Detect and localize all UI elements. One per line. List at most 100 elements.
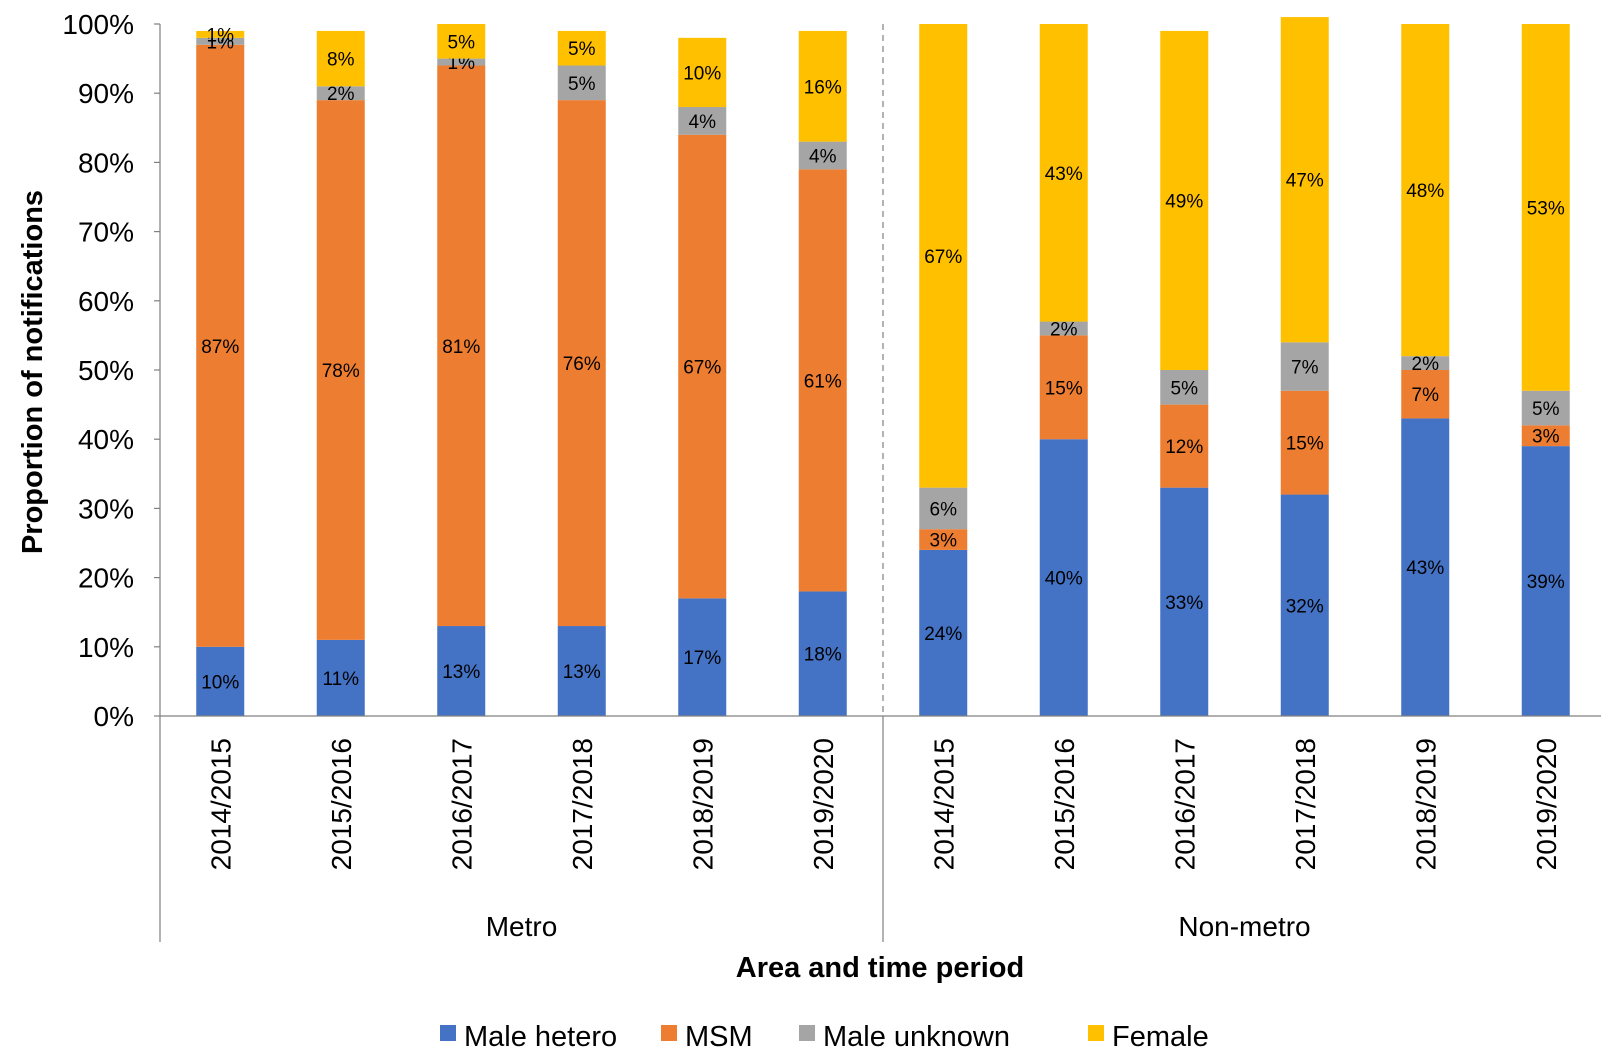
data-label: 24%	[924, 624, 962, 645]
x-axis: 2014/2015 2015/2016 2016/2017 2017/2018 2018…	[159, 24, 1601, 942]
bar-segment	[919, 529, 968, 550]
legend-label: Female	[1112, 1021, 1209, 1050]
data-label: 43%	[1045, 164, 1083, 185]
x-axis-title: Area and time period	[736, 952, 1024, 984]
bar-segment	[1521, 390, 1570, 426]
data-label: 78%	[322, 361, 360, 382]
data-label: 5%	[568, 39, 596, 60]
data-label: 5%	[448, 32, 476, 53]
data-label: 11%	[322, 669, 359, 690]
x-tick-label: 2015/2016	[326, 738, 357, 870]
data-label: 4%	[689, 112, 717, 133]
legend: Male hetero MSM Male unknown Female	[440, 1021, 1209, 1050]
bar-segment	[678, 134, 727, 599]
bar-segment	[1401, 370, 1450, 419]
bar-segment	[798, 141, 847, 170]
bar-segment	[1280, 342, 1329, 391]
bar-segment	[1280, 17, 1329, 343]
bar-segment	[1160, 370, 1209, 405]
data-label: 8%	[327, 50, 355, 71]
data-label: 48%	[1406, 181, 1444, 202]
bar-segment	[316, 30, 365, 87]
y-tick-label: 100%	[62, 9, 134, 40]
bar-segment	[196, 646, 245, 716]
data-label: 2%	[1412, 354, 1440, 375]
data-label: 53%	[1527, 198, 1565, 219]
y-axis: 0% 10% 20% 30% 40% 50% 60% 70% 80% 90% 100%	[62, 9, 161, 732]
x-tick-label: 2017/2018	[1290, 738, 1321, 870]
data-label: 16%	[804, 77, 842, 98]
data-label: 81%	[442, 337, 480, 358]
x-tick-label: 2015/2016	[1049, 738, 1080, 870]
bar-segment	[1039, 439, 1088, 716]
bar-segment	[1521, 24, 1570, 391]
group-label: Metro	[486, 911, 558, 942]
y-tick-label: 70%	[78, 217, 134, 248]
bar-segment	[1160, 404, 1209, 488]
legend-swatch	[440, 1025, 456, 1041]
y-axis-title: Proportion of notifications	[17, 190, 49, 554]
data-label: 5%	[1532, 399, 1560, 420]
bar-segment	[437, 626, 486, 716]
y-tick-label: 30%	[78, 493, 134, 524]
bar-segment	[437, 58, 486, 66]
data-label: 3%	[930, 531, 958, 552]
bar-segment	[1280, 494, 1329, 716]
bar-segment	[316, 639, 365, 716]
data-label: 7%	[1291, 358, 1319, 379]
data-label: 43%	[1406, 558, 1444, 579]
bar-segment	[1039, 321, 1088, 336]
data-label: 15%	[1286, 434, 1324, 455]
bar-segment	[1401, 418, 1450, 716]
bar-segment	[557, 65, 606, 101]
bar-segment	[678, 37, 727, 108]
y-tick-label: 90%	[78, 78, 134, 109]
y-tick-label: 10%	[78, 632, 134, 663]
y-tick-label: 80%	[78, 147, 134, 178]
bar-segment	[196, 30, 245, 38]
data-label: 10%	[683, 63, 721, 84]
bar-segment	[919, 549, 968, 716]
bar-segment	[316, 100, 365, 640]
legend-swatch	[799, 1025, 815, 1041]
data-label: 39%	[1527, 572, 1565, 593]
x-tick-label: 2014/2015	[928, 738, 959, 870]
data-label: 76%	[563, 354, 601, 375]
bar-segment	[1039, 24, 1088, 322]
x-tick-label: 2018/2019	[1410, 738, 1441, 870]
legend-label: Male hetero	[464, 1021, 617, 1050]
x-tick-label: 2014/2015	[205, 738, 236, 870]
bar-segment	[1401, 356, 1450, 370]
bar-segment	[1039, 335, 1088, 440]
bar-segment	[1521, 446, 1570, 716]
data-label: 47%	[1286, 171, 1324, 192]
data-label: 2%	[327, 84, 355, 105]
data-label: 3%	[1532, 427, 1560, 448]
data-label: 13%	[442, 662, 480, 683]
x-tick-label: 2016/2017	[446, 738, 477, 870]
y-tick-label: 50%	[78, 355, 134, 386]
bar-segment	[437, 65, 486, 627]
x-tick-label: 2017/2018	[567, 738, 598, 870]
group-label: Non-metro	[1178, 911, 1310, 942]
bar-segment	[196, 37, 245, 45]
bar-segment	[557, 30, 606, 66]
data-label: 13%	[563, 662, 601, 683]
bar-segment	[798, 30, 847, 142]
data-label: 5%	[1171, 378, 1199, 399]
data-label: 12%	[1165, 437, 1203, 458]
data-label: 40%	[1045, 569, 1083, 590]
legend-swatch	[661, 1025, 677, 1041]
bar-segment	[1160, 30, 1209, 370]
data-label: 4%	[809, 146, 837, 167]
bar-segment	[1160, 487, 1209, 716]
data-label: 67%	[683, 358, 721, 379]
bar-segment	[437, 24, 486, 59]
data-label: 32%	[1286, 596, 1324, 617]
data-label: 1%	[207, 25, 235, 46]
data-label: 33%	[1165, 593, 1203, 614]
x-tick-label: 2018/2019	[687, 738, 718, 870]
data-label: 67%	[924, 247, 962, 268]
data-label: 87%	[201, 337, 239, 358]
bar-segment	[678, 598, 727, 716]
